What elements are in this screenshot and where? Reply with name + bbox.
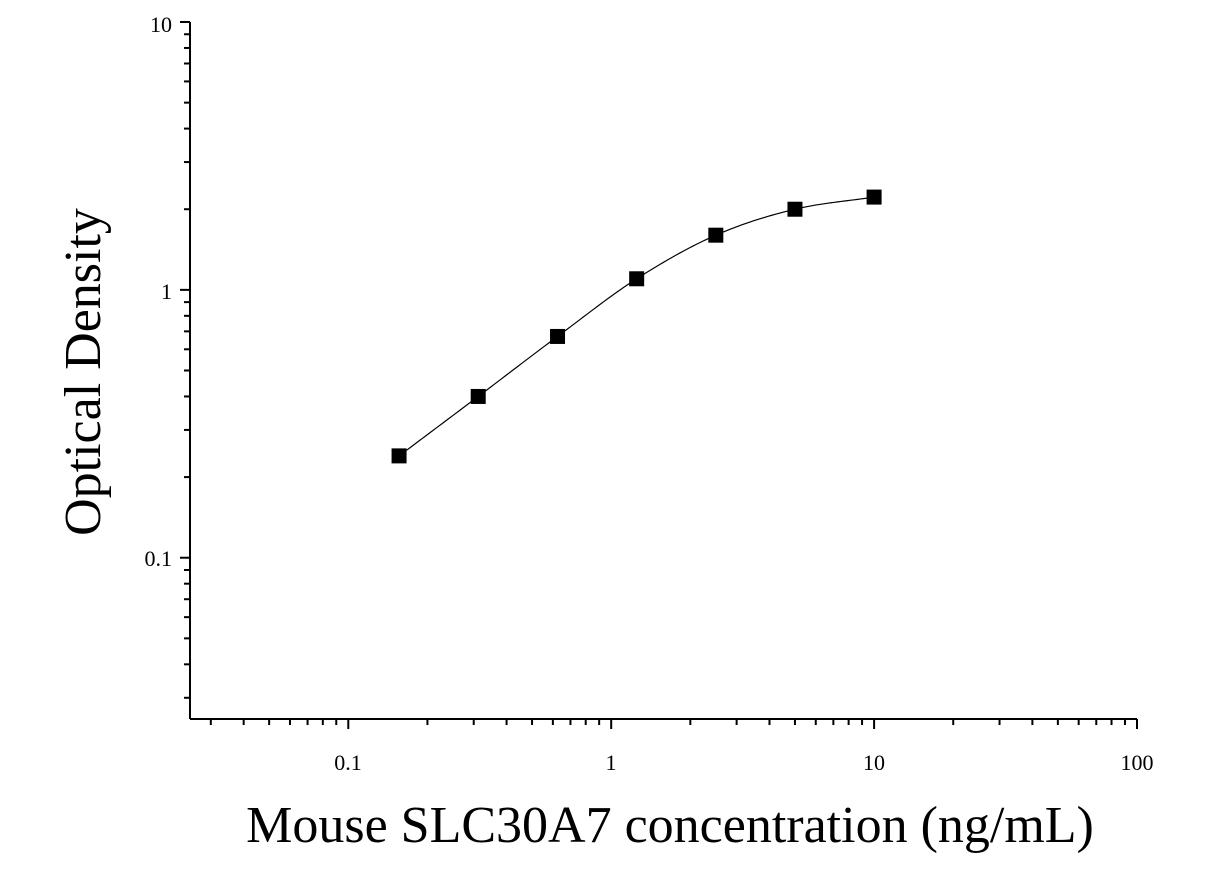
x-axis-title: Mouse SLC30A7 concentration (ng/mL) — [246, 797, 1094, 854]
data-point — [550, 328, 566, 344]
x-tick-label-2: 10 — [863, 750, 885, 775]
data-point — [470, 388, 486, 404]
y-axis-title: Optical Density — [55, 208, 112, 536]
data-point — [866, 189, 882, 205]
data-point — [629, 271, 645, 287]
data-point — [787, 201, 803, 217]
axes — [189, 22, 1137, 720]
x-tick-label-3: 100 — [1121, 750, 1154, 775]
data-point — [391, 448, 407, 464]
x-tick-label-0: 0.1 — [334, 750, 362, 775]
tick-labels: 0.1 1 10 100 0.1 1 10 — [145, 12, 1154, 775]
y-tick-label-0: 0.1 — [145, 546, 173, 571]
x-tick-label-1: 1 — [606, 750, 617, 775]
fit-curve — [398, 196, 875, 457]
data-points — [391, 189, 882, 464]
y-tick-label-2: 10 — [150, 12, 172, 37]
data-point — [708, 227, 724, 243]
y-tick-label-1: 1 — [161, 279, 172, 304]
ticks — [180, 21, 1138, 729]
